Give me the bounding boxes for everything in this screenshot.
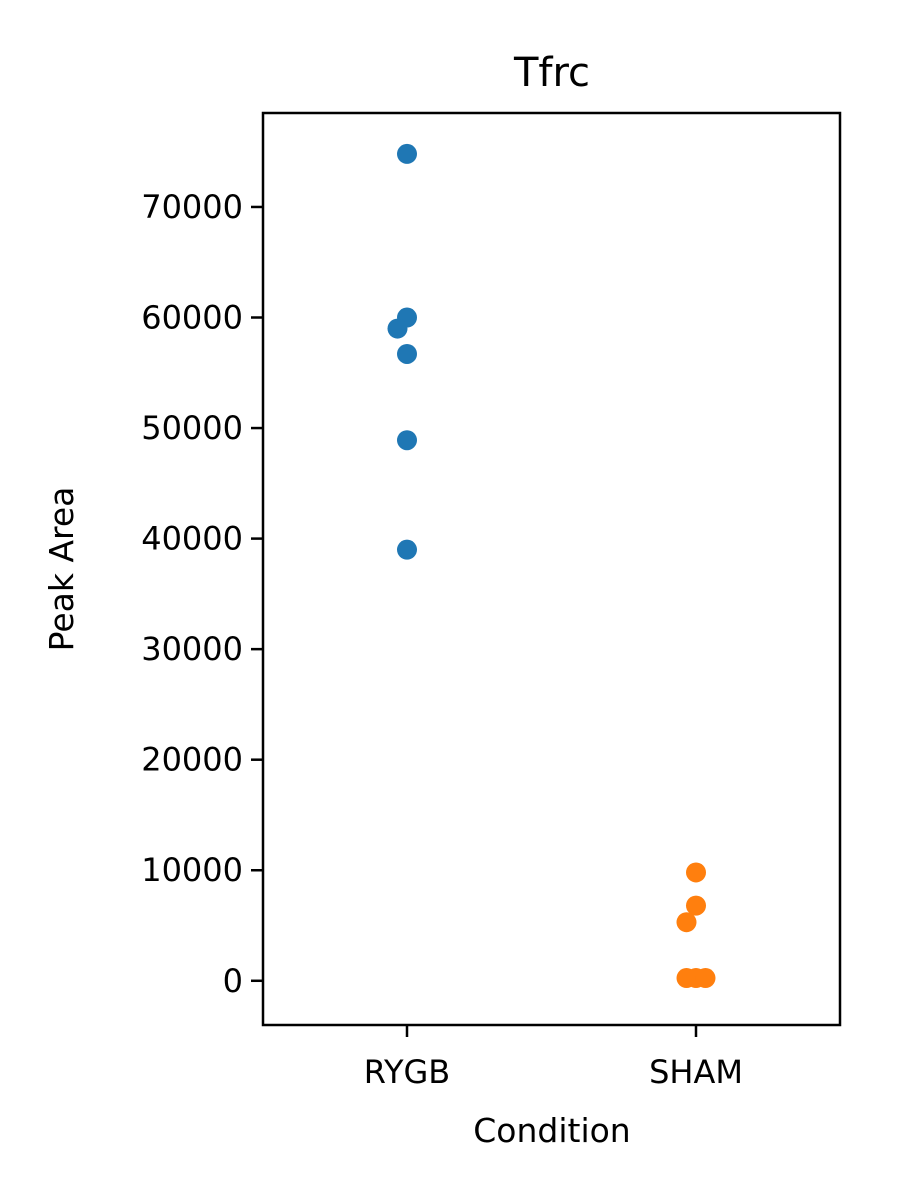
y-tick-label: 0 — [223, 962, 243, 1000]
data-point-sham — [686, 895, 706, 916]
data-point-sham — [676, 912, 697, 933]
y-tick-label: 40000 — [141, 520, 243, 558]
data-point-rygb — [387, 318, 408, 339]
y-axis-title: Peak Area — [42, 487, 81, 652]
y-tick-label: 70000 — [141, 188, 243, 226]
data-points — [387, 143, 716, 989]
data-point-rygb — [397, 539, 417, 560]
plot-frame — [261, 111, 842, 1027]
y-tick-label: 10000 — [141, 851, 243, 889]
x-axis-title: Condition — [473, 1111, 630, 1150]
x-tick-label: RYGB — [364, 1053, 450, 1091]
data-point-rygb — [397, 143, 417, 164]
x-axis: RYGB SHAM — [364, 1025, 743, 1091]
data-point-sham — [686, 862, 706, 883]
y-tick-label: 30000 — [141, 630, 243, 668]
data-point-sham — [676, 968, 697, 989]
chart-title: Tfrc — [513, 50, 590, 96]
y-axis: 0 10000 20000 30000 40000 50000 60000 70000 — [141, 188, 263, 1000]
y-tick-label: 60000 — [141, 299, 243, 337]
data-point-rygb — [397, 430, 417, 451]
data-point-rygb — [397, 343, 417, 364]
y-tick-label: 50000 — [141, 409, 243, 447]
y-tick-label: 20000 — [141, 741, 243, 779]
data-point-sham — [695, 968, 716, 989]
x-tick-label: SHAM — [649, 1053, 743, 1091]
